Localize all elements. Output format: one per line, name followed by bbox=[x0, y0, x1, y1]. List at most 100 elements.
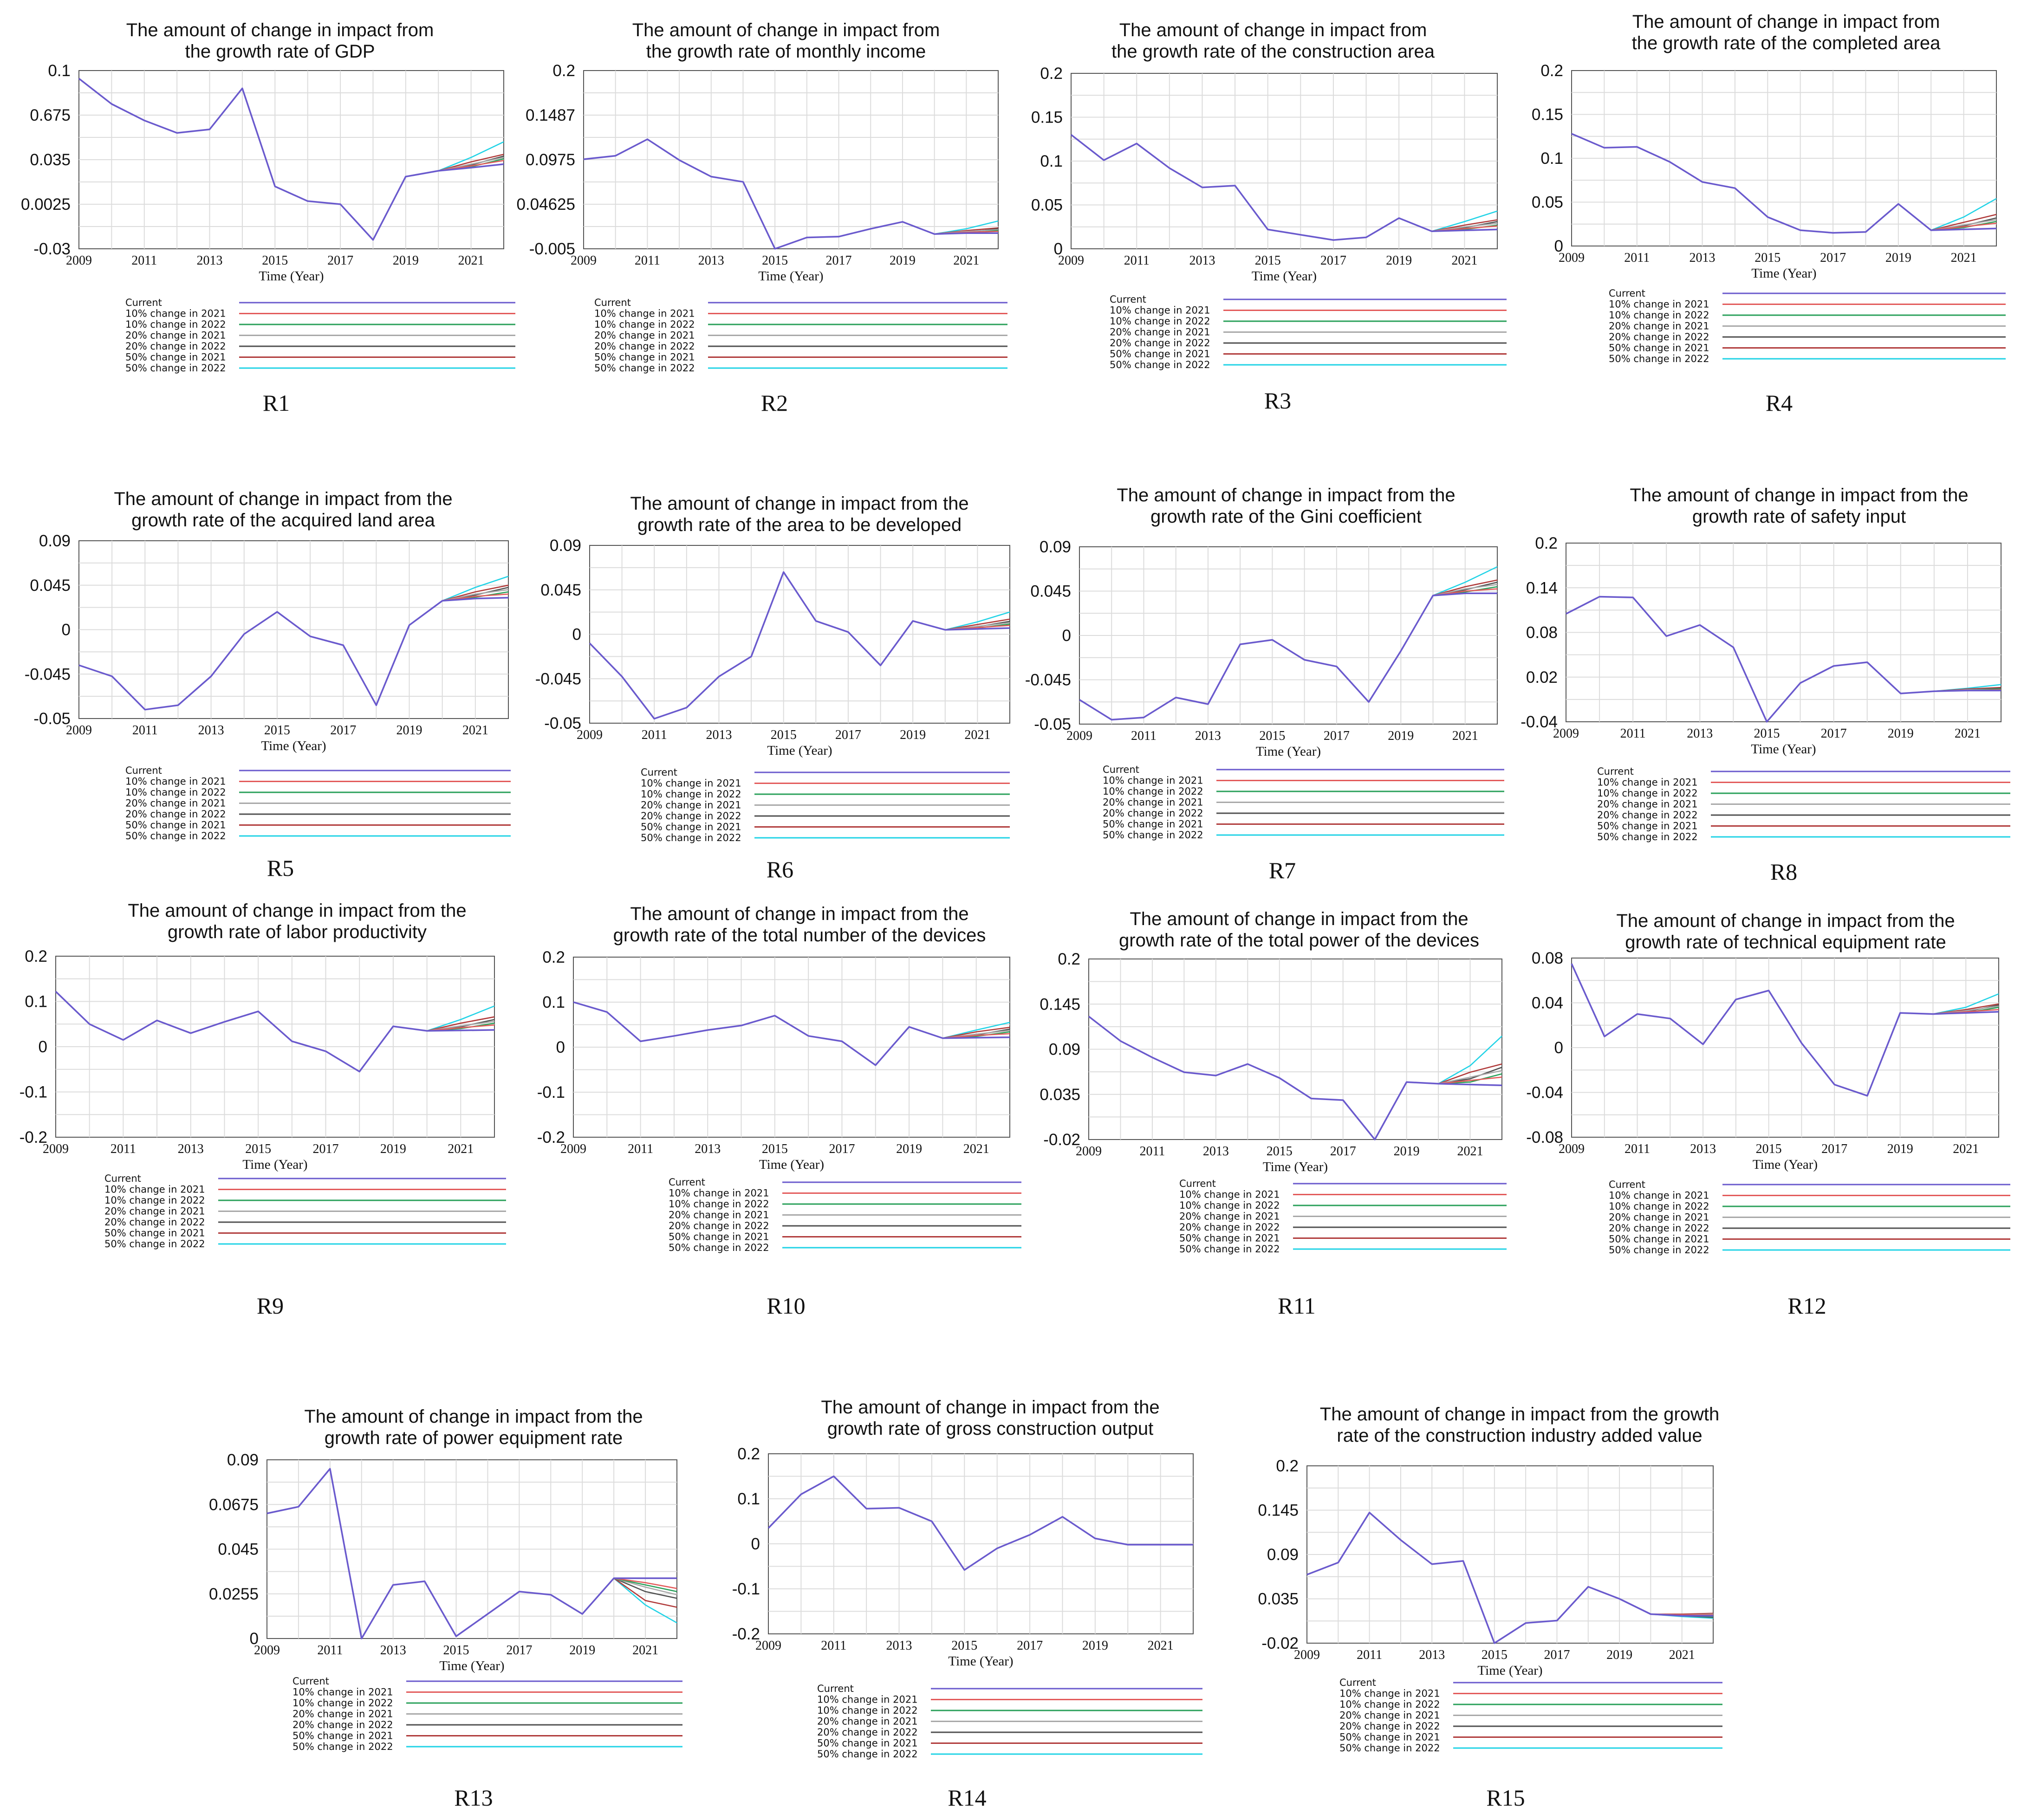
y-tick-label: 0 bbox=[1062, 627, 1071, 645]
x-tick-label: 2015 bbox=[1259, 729, 1285, 743]
legend-label: Current bbox=[125, 297, 162, 308]
legend-label: 10% change in 2022 bbox=[1103, 786, 1203, 797]
series-line-0 bbox=[1306, 1511, 1713, 1644]
y-tick-label: -0.08 bbox=[1526, 1128, 1563, 1146]
legend-label: 10% change in 2021 bbox=[594, 308, 695, 319]
legend-label: 50% change in 2021 bbox=[1609, 1234, 1709, 1245]
legend-label: Current bbox=[594, 297, 631, 308]
x-axis-label: Time (Year) bbox=[242, 1157, 307, 1172]
x-tick-label: 2015 bbox=[1255, 253, 1281, 268]
x-tick-label: 2017 bbox=[1821, 726, 1847, 741]
x-tick-label: 2015 bbox=[762, 253, 788, 268]
x-tick-label: 2019 bbox=[393, 253, 419, 268]
legend-label: 10% change in 2021 bbox=[1597, 777, 1698, 788]
panel-label: R13 bbox=[454, 1785, 493, 1811]
legend-label: 10% change in 2021 bbox=[104, 1184, 205, 1195]
series-line-6 bbox=[1933, 993, 1999, 1015]
x-tick-label: 2017 bbox=[1324, 729, 1350, 743]
legend-label: 20% change in 2021 bbox=[1179, 1211, 1280, 1222]
legend-label: 50% change in 2022 bbox=[1179, 1244, 1280, 1255]
legend-label: 20% change in 2021 bbox=[125, 798, 226, 809]
x-tick-label: 2011 bbox=[132, 723, 158, 738]
series-line-6 bbox=[1433, 566, 1498, 596]
legend-label: 50% change in 2021 bbox=[1179, 1233, 1280, 1244]
x-tick-label: 2013 bbox=[380, 1643, 406, 1658]
series-line-0 bbox=[767, 1475, 1193, 1571]
y-tick-label: 0.05 bbox=[1532, 194, 1563, 212]
legend-label: 50% change in 2021 bbox=[1597, 821, 1698, 832]
panel-label: R2 bbox=[761, 390, 788, 416]
x-tick-label: 2009 bbox=[1559, 251, 1585, 265]
x-tick-label: 2019 bbox=[1887, 1142, 1913, 1156]
legend-label: 50% change in 2022 bbox=[1609, 1244, 1709, 1256]
series-line-0 bbox=[1571, 133, 1997, 234]
chart-panel-r12: The amount of change in impact from theg… bbox=[1526, 911, 2010, 1319]
legend-label: 50% change in 2022 bbox=[125, 363, 226, 374]
series-line-6 bbox=[945, 611, 1010, 631]
chart-title-line: rate of the construction industry added … bbox=[1337, 1425, 1702, 1446]
x-tick-label: 2011 bbox=[1624, 251, 1650, 265]
legend-label: 10% change in 2021 bbox=[1179, 1189, 1280, 1200]
legend-label: 20% change in 2021 bbox=[817, 1716, 918, 1727]
legend-label: 20% change in 2021 bbox=[1339, 1710, 1440, 1721]
legend-label: Current bbox=[669, 1177, 705, 1188]
x-tick-label: 2019 bbox=[1386, 253, 1412, 268]
legend-label: 20% change in 2022 bbox=[1103, 808, 1203, 819]
legend-label: Current bbox=[125, 765, 162, 776]
y-tick-label: 0.1 bbox=[1540, 149, 1563, 168]
x-tick-label: 2009 bbox=[1066, 729, 1092, 743]
legend-label: 50% change in 2021 bbox=[817, 1738, 918, 1749]
chart-panel-r9: The amount of change in impact from theg… bbox=[19, 900, 506, 1319]
x-tick-label: 2019 bbox=[396, 723, 422, 738]
x-tick-label: 2017 bbox=[1821, 1142, 1847, 1156]
y-tick-label: 0.1 bbox=[737, 1490, 760, 1508]
x-tick-label: 2015 bbox=[1482, 1648, 1508, 1662]
y-tick-label: 0.09 bbox=[1049, 1041, 1080, 1059]
legend-label: 20% change in 2022 bbox=[1179, 1222, 1280, 1233]
legend-label: 10% change in 2022 bbox=[1609, 1201, 1709, 1212]
x-tick-label: 2011 bbox=[821, 1639, 846, 1653]
y-tick-label: 0.2 bbox=[1040, 65, 1063, 83]
legend-label: 20% change in 2021 bbox=[1609, 321, 1709, 332]
legend-label: 10% change in 2021 bbox=[125, 776, 226, 787]
series-line-5 bbox=[613, 1578, 677, 1608]
series-line-5 bbox=[427, 1016, 495, 1032]
legend-label: 50% change in 2021 bbox=[1103, 819, 1203, 830]
legend-label: 50% change in 2022 bbox=[594, 363, 695, 374]
legend-label: 20% change in 2021 bbox=[1110, 327, 1210, 338]
x-tick-label: 2015 bbox=[262, 253, 288, 268]
legend-label: 10% change in 2021 bbox=[1103, 775, 1203, 786]
series-line-1 bbox=[1438, 1076, 1502, 1085]
legend-label: 50% change in 2021 bbox=[669, 1231, 769, 1243]
y-tick-label: 0.05 bbox=[1031, 196, 1063, 214]
y-tick-label: -0.045 bbox=[25, 665, 71, 683]
x-tick-label: 2019 bbox=[1606, 1648, 1632, 1662]
chart-title-line: the growth rate of monthly income bbox=[646, 41, 926, 62]
x-tick-label: 2011 bbox=[1625, 1142, 1650, 1156]
x-tick-label: 2021 bbox=[462, 723, 488, 738]
legend-label: 10% change in 2022 bbox=[1179, 1200, 1280, 1211]
chart-title-line: The amount of change in impact from bbox=[126, 20, 434, 40]
chart-title-line: The amount of change in impact from the bbox=[304, 1406, 643, 1427]
y-tick-label: 0.1 bbox=[1040, 152, 1063, 170]
x-tick-label: 2013 bbox=[1189, 253, 1215, 268]
y-tick-label: 0.035 bbox=[1258, 1590, 1299, 1608]
chart-panel-r15: The amount of change in impact from the … bbox=[1258, 1404, 1722, 1811]
y-tick-label: 0.2 bbox=[737, 1445, 760, 1463]
y-tick-label: 0.035 bbox=[30, 151, 71, 169]
chart-title-line: growth rate of technical equipment rate bbox=[1625, 932, 1946, 952]
x-axis-label: Time (Year) bbox=[767, 743, 832, 758]
y-tick-label: 0.145 bbox=[1258, 1502, 1299, 1520]
legend-label: 50% change in 2021 bbox=[641, 822, 741, 833]
y-tick-label: 0.0255 bbox=[209, 1585, 259, 1603]
legend-label: 20% change in 2021 bbox=[292, 1709, 393, 1720]
chart-title-line: The amount of change in impact from the bbox=[1130, 909, 1468, 929]
legend-label: 10% change in 2021 bbox=[1609, 1190, 1709, 1201]
legend-label: 50% change in 2021 bbox=[125, 352, 226, 363]
chart-title-line: The amount of change in impact from the bbox=[1616, 911, 1955, 931]
legend-label: 10% change in 2021 bbox=[1609, 299, 1709, 310]
legend-label: 50% change in 2021 bbox=[125, 820, 226, 831]
legend-label: Current bbox=[1597, 766, 1634, 777]
